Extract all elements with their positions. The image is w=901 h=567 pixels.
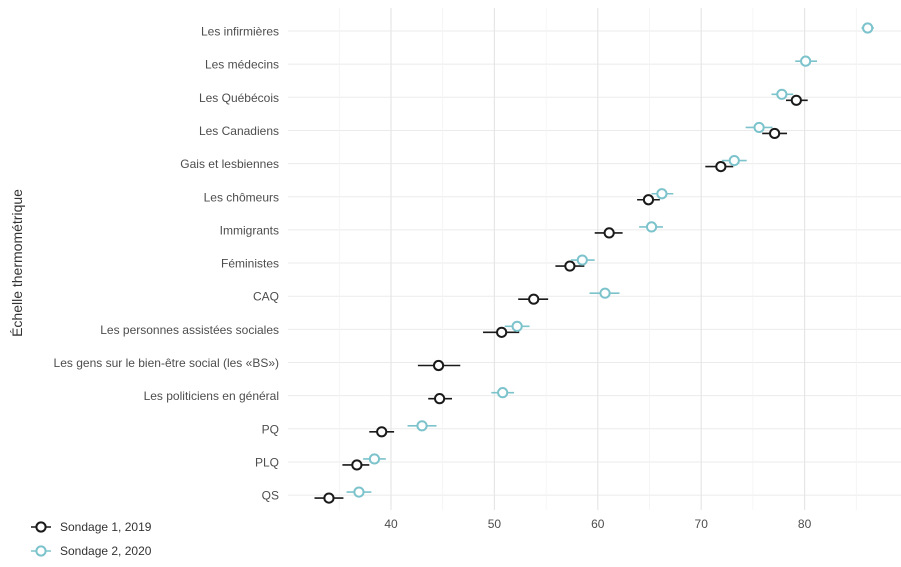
point-sondage-2020 xyxy=(728,155,740,167)
legend-label-sondage-2019: Sondage 1, 2019 xyxy=(60,520,152,534)
category-label: QS xyxy=(262,489,279,503)
category-label: Les Canadiens xyxy=(199,124,279,138)
point-sondage-2019 xyxy=(496,326,508,338)
point-sondage-2019 xyxy=(603,227,615,239)
data-marks xyxy=(314,22,874,504)
point-sondage-2020 xyxy=(576,254,588,266)
point-sondage-2019 xyxy=(790,94,802,106)
point-sondage-2019 xyxy=(433,393,446,405)
point-sondage-2019 xyxy=(769,127,781,140)
legend: Sondage 1, 2019 Sondage 2, 2020 xyxy=(30,515,151,563)
category-label: Gais et lesbiennes xyxy=(180,157,279,171)
x-tick-labels: 40 50 60 70 80 xyxy=(384,517,811,531)
point-sondage-2019 xyxy=(564,260,576,272)
point-sondage-2020 xyxy=(645,221,658,233)
legend-symbol-sondage-2020 xyxy=(31,545,51,557)
point-sondage-2020 xyxy=(353,486,365,498)
category-label: PLQ xyxy=(255,455,279,469)
category-labels: Les infirmières Les médecins Les Québécois… xyxy=(54,25,279,503)
gridlines xyxy=(288,8,901,510)
point-sondage-2019 xyxy=(715,161,727,173)
y-axis-label: Échelle thermométrique xyxy=(9,189,25,337)
category-label: Immigrants xyxy=(220,223,279,237)
point-sondage-2020 xyxy=(800,55,812,67)
legend-item-sondage-2020: Sondage 2, 2020 xyxy=(30,539,151,563)
point-sondage-2020 xyxy=(416,420,428,432)
category-label: CAQ xyxy=(253,290,279,304)
category-label: Les gens sur le bien-être social (les «B… xyxy=(54,356,279,370)
x-tick-label: 40 xyxy=(384,517,398,531)
category-label: Les personnes assistées sociales xyxy=(100,323,279,337)
category-label: Les infirmières xyxy=(201,25,279,39)
category-label: PQ xyxy=(262,422,279,436)
point-sondage-2020 xyxy=(656,188,668,200)
point-sondage-2019 xyxy=(376,426,388,438)
point-sondage-2019 xyxy=(642,194,655,206)
legend-label-sondage-2020: Sondage 2, 2020 xyxy=(60,544,152,558)
legend-item-sondage-2019: Sondage 1, 2019 xyxy=(30,515,151,539)
point-sondage-2019 xyxy=(351,459,363,471)
category-label: Les Québécois xyxy=(199,91,279,105)
point-sondage-2019 xyxy=(528,293,540,305)
point-sondage-2019 xyxy=(323,492,335,504)
legend-symbol-sondage-2019 xyxy=(31,521,51,533)
point-sondage-2019 xyxy=(432,359,445,372)
category-label: Les politiciens en général xyxy=(144,389,279,403)
point-sondage-2020 xyxy=(368,453,381,465)
point-sondage-2020 xyxy=(599,287,611,299)
x-tick-label: 80 xyxy=(798,517,812,531)
point-sondage-2020 xyxy=(511,320,523,332)
category-label: Les chômeurs xyxy=(204,190,279,204)
x-tick-label: 60 xyxy=(591,517,605,531)
x-tick-label: 50 xyxy=(488,517,502,531)
x-tick-label: 70 xyxy=(695,517,709,531)
point-sondage-2020 xyxy=(497,387,509,399)
point-sondage-2020 xyxy=(776,88,788,100)
point-sondage-2020 xyxy=(862,22,874,34)
category-label: Les médecins xyxy=(205,58,279,72)
point-sondage-2020 xyxy=(753,121,765,134)
category-label: Féministes xyxy=(221,257,279,271)
